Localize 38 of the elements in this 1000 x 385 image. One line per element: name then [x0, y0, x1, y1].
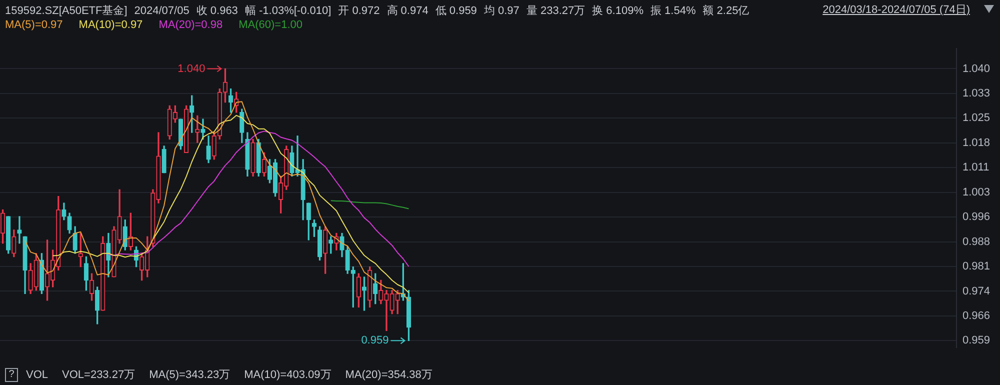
text: 均 0.97 [484, 5, 520, 17]
text: 2024/03/18-2024/07/05 (74日) [822, 3, 970, 17]
y-tick-label: 1.040 [962, 62, 990, 75]
y-tick-label: 1.011 [962, 162, 990, 174]
y-tick-label: 1.003 [962, 186, 990, 198]
text: MA(20)=0.98 [158, 19, 223, 31]
annotation: 1.040 [178, 62, 206, 75]
text: MA(5)=343.23万 [149, 368, 230, 382]
text: MA(10)=403.09万 [244, 368, 332, 382]
text: 换 6.109% [592, 5, 644, 17]
y-tick-label: 0.988 [962, 236, 990, 248]
text: 高 0.974 [386, 5, 428, 17]
annotation: 0.959 [361, 334, 389, 347]
y-tick-label: 0.959 [962, 334, 990, 347]
y-tick-label: 0.966 [962, 310, 990, 322]
text: MA(60)=1.00 [238, 19, 302, 31]
text: MA(20)=354.38万 [345, 368, 432, 382]
text: 低 0.959 [435, 5, 477, 17]
text: 振 1.54% [650, 5, 696, 17]
text: 额 2.25亿 [702, 5, 750, 17]
y-tick-label: 0.974 [962, 285, 990, 298]
text: VOL [26, 368, 48, 380]
y-tick-label: 1.025 [962, 112, 990, 124]
text: MA(10)=0.97 [78, 19, 143, 31]
candlestick [17, 216, 22, 244]
text: VOL=233.27万 [62, 368, 136, 382]
text: MA(5)=0.97 [5, 19, 63, 31]
text: 幅 -1.03%[-0.010] [244, 5, 332, 17]
text: 开 0.972 [338, 5, 380, 17]
chart-subtitle: 2024/07/05 [134, 5, 190, 17]
y-tick-label: 1.033 [962, 87, 990, 100]
y-tick-label: 0.996 [962, 211, 990, 224]
chart-title: 159592.SZ[A50ETF基金] [5, 5, 128, 17]
text: ? [5, 368, 18, 382]
text: 量 233.27万 [526, 5, 586, 17]
text: 收 0.963 [196, 5, 238, 17]
y-tick-label: 1.018 [962, 136, 990, 149]
y-tick-label: 0.981 [962, 260, 990, 273]
